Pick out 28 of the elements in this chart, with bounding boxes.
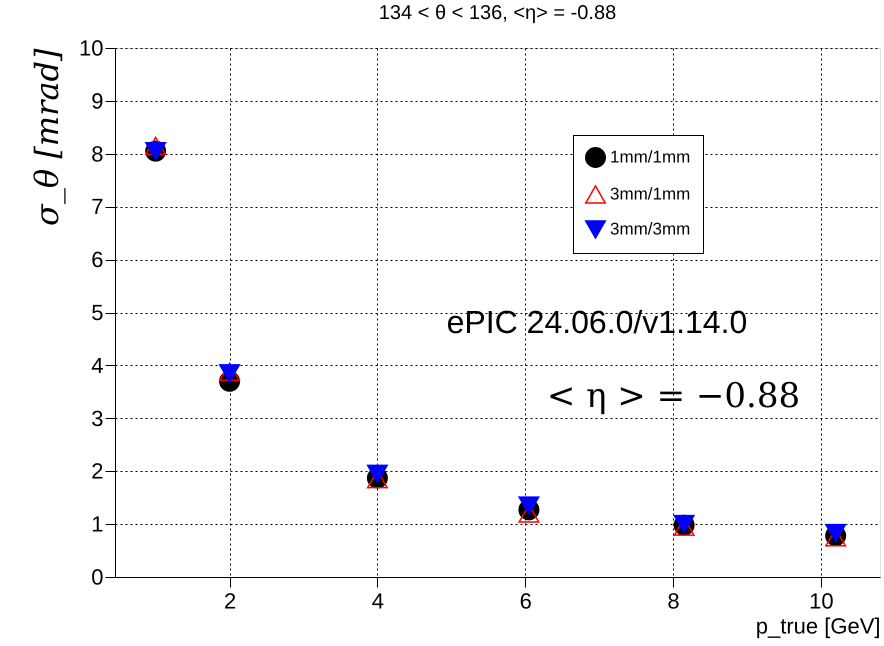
annotation: ePIC 24.06.0/v1.14.0 [446, 304, 748, 340]
point [518, 496, 540, 515]
x-tick-label: 8 [667, 588, 680, 614]
y-tick-label: 1 [91, 512, 104, 537]
y-tick-label: 4 [91, 352, 104, 378]
y-tick-label: 3 [91, 406, 104, 431]
legend-label: 3mm/3mm [610, 220, 690, 238]
annotation: < η > = −0.88 [546, 376, 800, 416]
y-tick-label: 2 [91, 458, 104, 484]
x-tick-label: 4 [372, 588, 384, 614]
y-tick-label: 5 [91, 300, 104, 325]
y-tick-label: 7 [91, 194, 104, 220]
x-tick-label: 10 [809, 588, 834, 614]
y-tick-label: 6 [91, 247, 104, 272]
y-tick-label: 8 [91, 141, 104, 166]
y-tick-label: 10 [79, 36, 104, 60]
chart-title: 134 < θ < 136, <η> = -0.88 [378, 2, 616, 24]
point [825, 524, 846, 542]
x-axis-title: p_true [GeV] [756, 614, 880, 638]
y-tick-label: 0 [91, 564, 104, 590]
y-tick-label: 9 [91, 88, 104, 114]
y-axis-title: σ_θ [mrad] [28, 48, 66, 226]
x-tick-label: 2 [224, 588, 236, 614]
legend-label: 3mm/1mm [610, 184, 690, 204]
point [366, 464, 388, 484]
legend-label: 1mm/1mm [610, 148, 690, 166]
point [145, 136, 166, 156]
x-tick-label: 6 [520, 588, 532, 614]
